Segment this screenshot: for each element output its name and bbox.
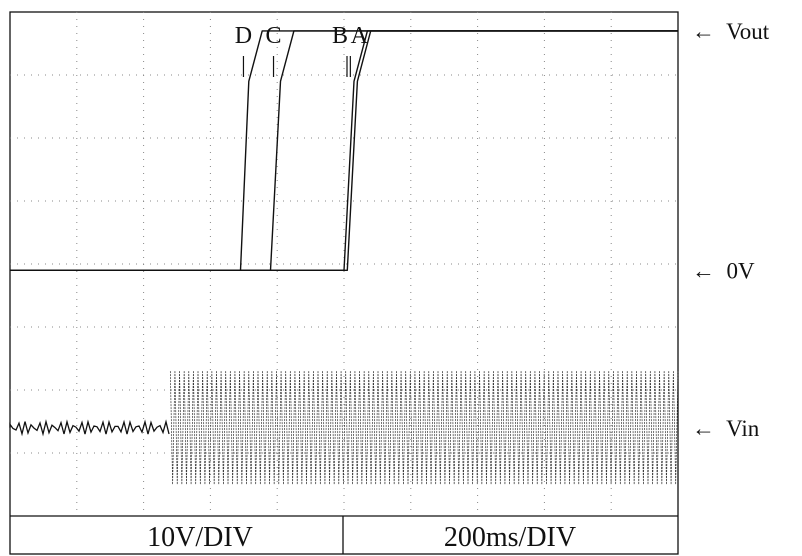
channel-label-zero: ← 0V [692,258,755,283]
traces [10,30,678,271]
scope-screen-frame [9,11,679,555]
marker-label-a: A [351,23,369,49]
horizontal-scale-label: 200ms/DIV [444,522,576,553]
vin-trace [9,371,679,485]
vertical-scale-label: 10V/DIV [147,522,253,553]
vin-idle-trace [9,419,170,437]
channel-labels: ← Vout ← 0V ← Vin [692,19,770,441]
marker-label-b: B [332,23,348,49]
channel-label-vin: ← Vin [692,416,760,441]
marker-label-d: D [235,23,252,49]
trace-d [10,30,678,271]
channel-label-vout: ← Vout [692,19,770,44]
marker-label-c: C [266,23,282,49]
